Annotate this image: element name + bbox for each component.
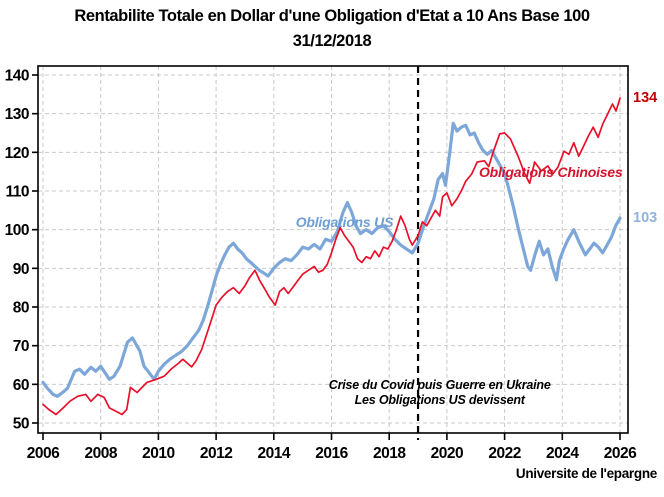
x-axis-tick-label: 2016 bbox=[315, 445, 348, 462]
end-value-label-us: 103 bbox=[633, 210, 658, 227]
x-axis-tick-label: 2024 bbox=[546, 445, 579, 462]
y-axis-tick-label: 140 bbox=[5, 68, 29, 85]
end-value-label-chinoises: 134 bbox=[633, 90, 658, 107]
x-axis-tick-label: 2008 bbox=[84, 445, 117, 462]
y-axis-tick-label: 60 bbox=[13, 377, 29, 394]
y-axis-tick-label: 130 bbox=[5, 106, 29, 123]
series-label-us: Obligations US bbox=[295, 213, 394, 230]
series-label-chinoises: Obligations Chinoises bbox=[478, 164, 623, 181]
x-axis-tick-label: 2010 bbox=[142, 445, 174, 462]
chart-title: Rentabilite Totale en Dollar d'une Oblig… bbox=[74, 7, 590, 25]
y-axis-tick-label: 70 bbox=[13, 338, 29, 355]
y-axis-tick-label: 50 bbox=[13, 416, 29, 433]
x-axis-tick-label: 2022 bbox=[488, 445, 520, 462]
x-axis-tick-label: 2020 bbox=[431, 445, 463, 462]
y-axis-tick-label: 110 bbox=[5, 184, 29, 201]
series-line-chinoises bbox=[42, 97, 621, 416]
y-axis-tick-label: 120 bbox=[5, 145, 29, 162]
chart-subtitle: 31/12/2018 bbox=[292, 32, 372, 50]
annotation-line-2: Les Obligations US devissent bbox=[354, 393, 525, 408]
x-axis-tick-label: 2012 bbox=[200, 445, 232, 462]
y-axis-tick-label: 100 bbox=[5, 222, 29, 239]
plot-frame bbox=[37, 65, 629, 434]
x-axis-tick-label: 2006 bbox=[27, 445, 60, 462]
x-axis-tick-label: 2014 bbox=[258, 445, 291, 462]
y-axis-tick-label: 80 bbox=[13, 300, 29, 317]
attribution: Universite de l'epargne bbox=[515, 466, 657, 481]
series-line-us bbox=[41, 121, 622, 398]
x-axis-tick-label: 2026 bbox=[604, 445, 637, 462]
y-axis-tick-label: 90 bbox=[13, 261, 29, 278]
x-axis-tick-label: 2018 bbox=[373, 445, 406, 462]
annotation-line-1: Crise du Covid puis Guerre en Ukraine bbox=[328, 378, 551, 393]
